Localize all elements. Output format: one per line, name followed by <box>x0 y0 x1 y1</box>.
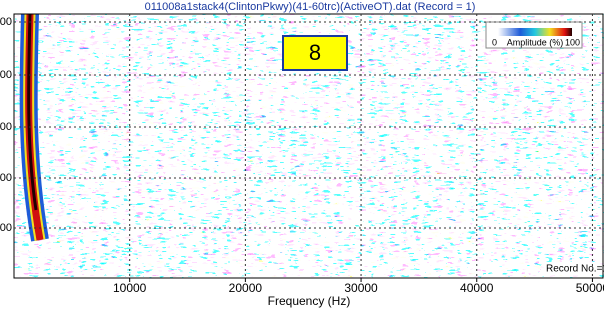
colorbar-title: Amplitude (%) <box>507 37 564 47</box>
x-tick-label: 40000 <box>460 281 494 295</box>
x-tick-label: 30000 <box>344 281 378 295</box>
colorbar <box>498 28 572 36</box>
colorbar-max: 100 <box>565 37 580 47</box>
x-axis-label: Frequency (Hz) <box>268 294 351 308</box>
panel-number: 8 <box>309 40 321 65</box>
colorbar-min: 0 <box>492 37 497 47</box>
record-label: Record No.=1 <box>546 264 604 275</box>
x-tick-label: 20000 <box>229 281 263 295</box>
y-tick-label: 00 <box>0 222 12 234</box>
chart: 011008a1stack4(ClintonPkwy)(41-60trc)(Ac… <box>0 0 604 313</box>
y-tick-label: 00 <box>0 172 12 184</box>
y-tick-label: 00 <box>0 69 12 81</box>
y-tick-label: 00 <box>0 16 12 28</box>
page: {"chart_data": {"type": "heatmap", "titl… <box>0 0 604 313</box>
y-tick-label: 00 <box>0 121 12 133</box>
chart-title: 011008a1stack4(ClintonPkwy)(41-60trc)(Ac… <box>145 1 476 13</box>
x-tick-label: 10000 <box>113 281 147 295</box>
